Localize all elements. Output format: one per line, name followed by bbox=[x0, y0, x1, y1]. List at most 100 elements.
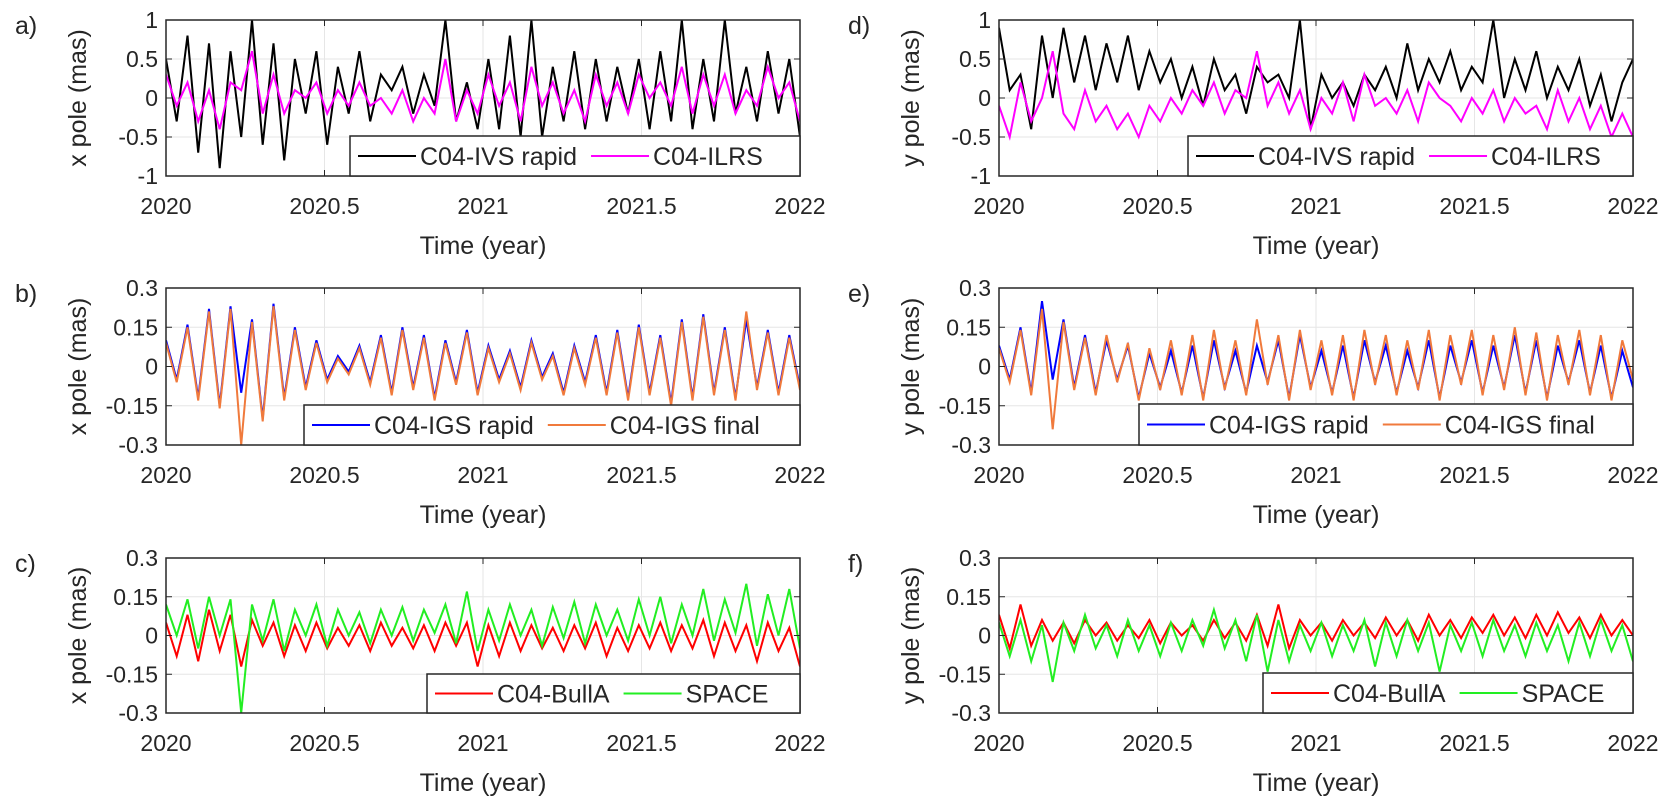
y-tick-label: -0.3 bbox=[118, 700, 158, 726]
y-tick-label: 0.15 bbox=[946, 584, 991, 610]
legend: C04-IGS rapid C04-IGS final bbox=[1138, 403, 1634, 446]
y-tick-label: -1 bbox=[971, 163, 991, 189]
panel-label: c) bbox=[15, 550, 36, 578]
panel-label: b) bbox=[15, 280, 37, 308]
y-tick-label: -0.5 bbox=[951, 124, 991, 150]
x-tick-label: 2021.5 bbox=[1439, 193, 1509, 219]
x-tick-label: 2021.5 bbox=[606, 462, 676, 488]
y-tick-label: 0.3 bbox=[126, 545, 158, 571]
legend-entry: C04-ILRS bbox=[653, 143, 763, 171]
series-line-c04-ilrs bbox=[999, 50, 1633, 141]
x-tick-label: 2021 bbox=[1290, 462, 1341, 488]
x-axis-label: Time (year) bbox=[420, 501, 547, 529]
panel-f: 2020 2020.5 2021 2021.5 2022 -0.3 -0.15 0 0.15 0.… bbox=[848, 545, 1659, 797]
x-tick-label: 2020 bbox=[973, 730, 1024, 756]
y-tick-label: -0.15 bbox=[939, 393, 991, 419]
x-tick-label: 2021 bbox=[1290, 730, 1341, 756]
x-tick-label: 2020 bbox=[973, 193, 1024, 219]
x-tick-label: 2020.5 bbox=[1122, 193, 1192, 219]
y-axis-label: y pole (mas) bbox=[897, 298, 925, 436]
panel-label: f) bbox=[848, 550, 863, 578]
legend: C04-IVS rapid C04-ILRS bbox=[349, 135, 801, 177]
x-tick-label: 2022 bbox=[774, 193, 825, 219]
y-tick-label: 0 bbox=[978, 85, 991, 111]
y-tick-label: -0.3 bbox=[951, 700, 991, 726]
panel-label: a) bbox=[15, 12, 37, 40]
legend: C04-IGS rapid C04-IGS final bbox=[303, 404, 801, 446]
panel-a: 2020 2020.5 2021 2021.5 2022 -1 -0.5 0 0.5 1 Time … bbox=[15, 7, 826, 260]
y-tick-label: 0.5 bbox=[959, 46, 991, 72]
legend-entry: C04-IGS rapid bbox=[1209, 412, 1369, 440]
legend-entry: SPACE bbox=[1522, 680, 1605, 708]
y-tick-label: -0.15 bbox=[106, 393, 158, 419]
y-axis-label: x pole (mas) bbox=[64, 29, 92, 167]
x-tick-label: 2020.5 bbox=[1122, 730, 1192, 756]
series-line-space bbox=[999, 606, 1633, 683]
y-tick-label: 0 bbox=[978, 354, 991, 380]
y-tick-label: -0.5 bbox=[118, 124, 158, 150]
x-tick-label: 2022 bbox=[774, 730, 825, 756]
y-tick-label: 0.15 bbox=[946, 314, 991, 340]
y-tick-label: 1 bbox=[978, 7, 991, 33]
series-line-c04-ilrs bbox=[166, 50, 800, 130]
x-tick-label: 2022 bbox=[774, 462, 825, 488]
y-axis-label: x pole (mas) bbox=[64, 298, 92, 436]
x-axis-label: Time (year) bbox=[420, 769, 547, 797]
x-axis-label: Time (year) bbox=[1253, 501, 1380, 529]
legend-entry: C04-ILRS bbox=[1491, 143, 1601, 171]
x-tick-label: 2020.5 bbox=[289, 730, 359, 756]
y-tick-label: 0 bbox=[145, 623, 158, 649]
x-tick-label: 2020 bbox=[140, 730, 191, 756]
legend-entry: C04-IGS rapid bbox=[374, 412, 534, 440]
x-tick-label: 2021.5 bbox=[606, 193, 676, 219]
x-axis-label: Time (year) bbox=[420, 232, 547, 260]
x-axis-label: Time (year) bbox=[1253, 232, 1380, 260]
y-tick-label: -0.3 bbox=[951, 432, 991, 458]
legend-box bbox=[349, 135, 801, 177]
panel-c: 2020 2020.5 2021 2021.5 2022 -0.3 -0.15 0 0.15 0.… bbox=[15, 545, 826, 797]
y-tick-label: 0.3 bbox=[959, 545, 991, 571]
legend-entry: C04-IVS rapid bbox=[420, 143, 577, 171]
y-tick-label: -0.3 bbox=[118, 432, 158, 458]
panel-b: 2020 2020.5 2021 2021.5 2022 -0.3 -0.15 0 0.15 0.… bbox=[15, 275, 826, 529]
x-tick-label: 2021 bbox=[457, 462, 508, 488]
y-tick-label: 0.3 bbox=[959, 275, 991, 301]
x-tick-label: 2021 bbox=[457, 193, 508, 219]
y-tick-label: 0.3 bbox=[126, 275, 158, 301]
series-line-c04-ivs-rapid bbox=[999, 20, 1633, 130]
legend-entry: SPACE bbox=[686, 681, 769, 709]
legend-box bbox=[1187, 135, 1634, 177]
panel-e: 2020 2020.5 2021 2021.5 2022 -0.3 -0.15 0 0.15 0.… bbox=[848, 275, 1659, 529]
series-line-c04-igs-final bbox=[166, 306, 800, 445]
series-line-space bbox=[166, 583, 800, 713]
y-tick-label: 0 bbox=[978, 623, 991, 649]
y-axis-label: y pole (mas) bbox=[897, 29, 925, 167]
legend: C04-BullA SPACE bbox=[426, 673, 801, 714]
x-tick-label: 2021 bbox=[1290, 193, 1341, 219]
x-tick-label: 2020.5 bbox=[289, 193, 359, 219]
x-tick-label: 2022 bbox=[1607, 193, 1658, 219]
series-line-c04-bulla bbox=[166, 609, 800, 667]
panel-d: 2020 2020.5 2021 2021.5 2022 -1 -0.5 0 0.5 1 Time … bbox=[848, 7, 1659, 260]
y-tick-label: 1 bbox=[145, 7, 158, 33]
series-line-c04-bulla bbox=[999, 604, 1633, 653]
x-tick-label: 2022 bbox=[1607, 462, 1658, 488]
x-tick-label: 2021 bbox=[457, 730, 508, 756]
legend-entry: C04-BullA bbox=[497, 681, 610, 709]
x-tick-label: 2021.5 bbox=[1439, 730, 1509, 756]
y-tick-label: 0 bbox=[145, 354, 158, 380]
panel-label: e) bbox=[848, 280, 870, 308]
y-axis-label: y pole (mas) bbox=[897, 567, 925, 705]
x-tick-label: 2021.5 bbox=[1439, 462, 1509, 488]
y-tick-label: -1 bbox=[138, 163, 158, 189]
panel-label: d) bbox=[848, 12, 870, 40]
y-tick-label: 0.15 bbox=[113, 584, 158, 610]
legend-entry: C04-IGS final bbox=[1445, 412, 1595, 440]
series-line-c04-igs-final bbox=[999, 308, 1633, 430]
legend: C04-IVS rapid C04-ILRS bbox=[1187, 135, 1634, 177]
x-axis-label: Time (year) bbox=[1253, 769, 1380, 797]
y-axis-label: x pole (mas) bbox=[64, 567, 92, 705]
y-tick-label: -0.15 bbox=[106, 661, 158, 687]
legend-entry: C04-IVS rapid bbox=[1258, 143, 1415, 171]
